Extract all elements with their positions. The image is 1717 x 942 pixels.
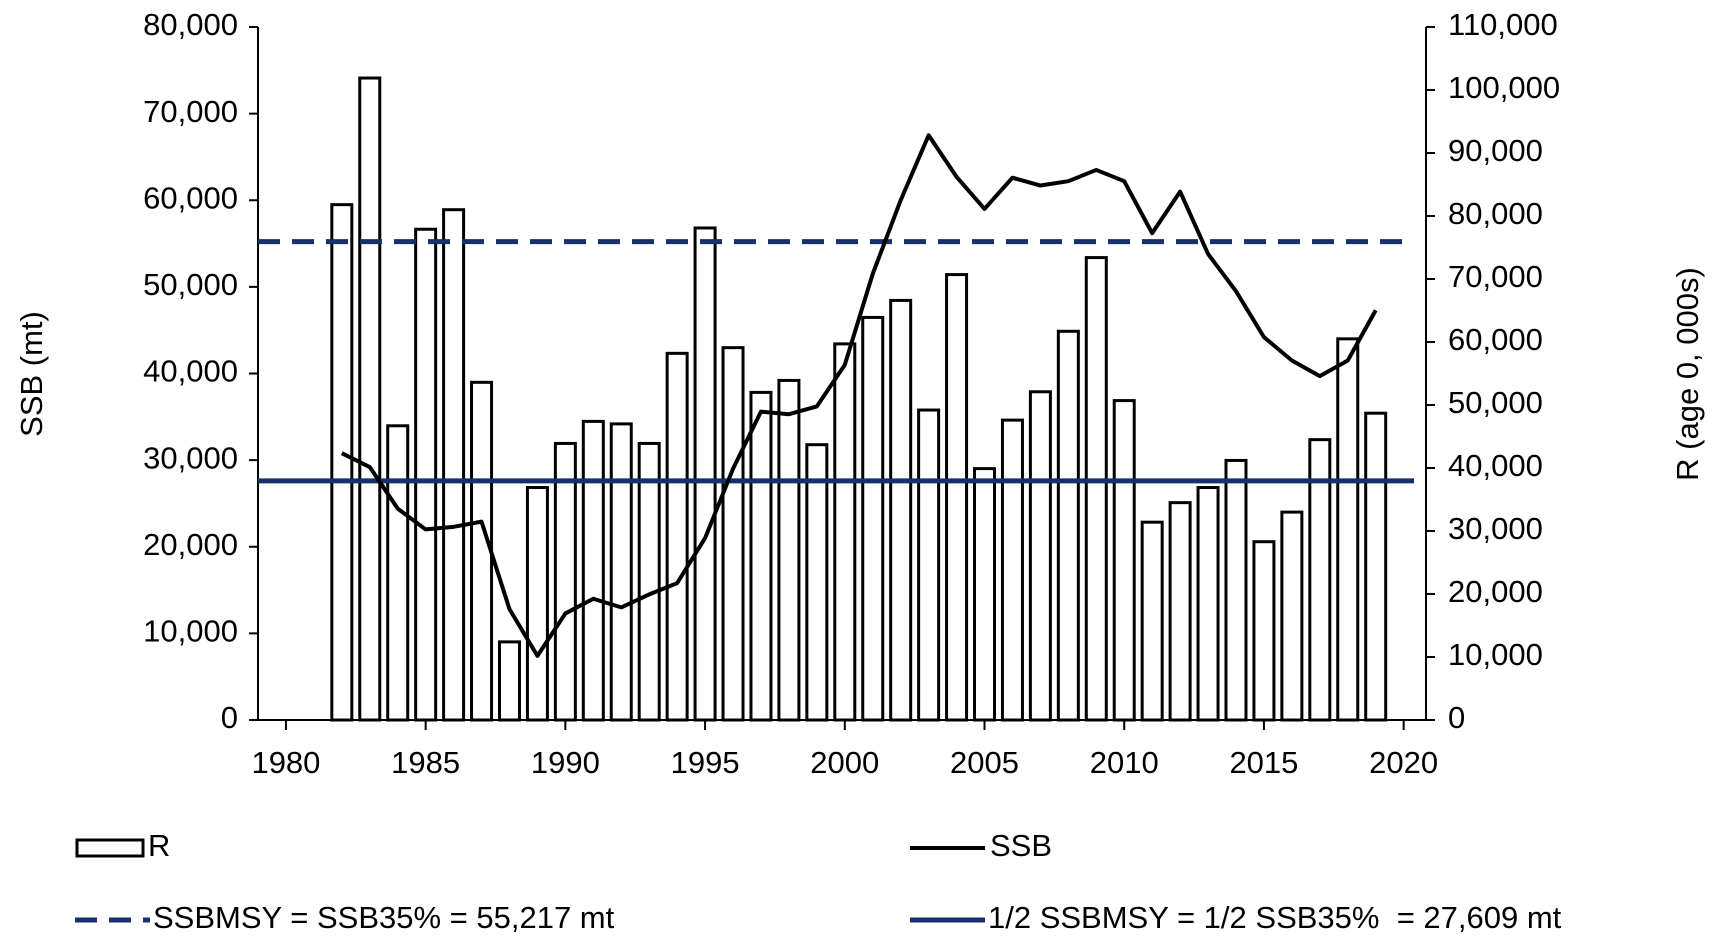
line: [340, 133, 1378, 658]
y-tick-label: 50,000: [143, 267, 238, 302]
y2-tick-label: 10,000: [1448, 637, 1543, 672]
bar: [833, 342, 857, 722]
bar: [805, 443, 829, 722]
y-tick-label: 10,000: [143, 614, 238, 649]
x-tick-label: 1990: [531, 745, 600, 780]
bar: [1308, 438, 1332, 722]
legend-label: SSBMSY = SSB35% = 55,217 mt: [153, 900, 615, 935]
y2-tick-label: 70,000: [1448, 259, 1543, 294]
bar: [1140, 520, 1164, 722]
legend-label: 1/2 SSBMSY = 1/2 SSB35% = 27,609 mt: [988, 900, 1562, 935]
bar: [917, 408, 941, 722]
bar: [1028, 390, 1052, 722]
bar: [414, 227, 438, 722]
bar: [330, 203, 354, 722]
bar: [1056, 329, 1080, 722]
y2-tick-label: 80,000: [1448, 196, 1543, 231]
y2-tick-label: 40,000: [1448, 448, 1543, 483]
y-tick-label: 70,000: [143, 94, 238, 129]
x-tick-label: 2000: [810, 745, 879, 780]
y-axis-title: SSB (mt): [14, 311, 49, 437]
x-tick-label: 2010: [1090, 745, 1159, 780]
x-tick-label: 2020: [1369, 745, 1438, 780]
legend-label: SSB: [990, 828, 1052, 863]
bar: [581, 419, 605, 722]
y2-tick-label: 90,000: [1448, 133, 1543, 168]
bar: [749, 390, 773, 722]
bar: [1280, 510, 1304, 722]
bar: [1112, 399, 1136, 722]
bar: [1000, 418, 1024, 722]
y2-tick-label: 0: [1448, 700, 1465, 735]
bar: [1084, 256, 1108, 722]
bar: [609, 422, 633, 722]
bar: [861, 315, 885, 722]
bar: [889, 298, 913, 722]
y-tick-label: 80,000: [143, 7, 238, 42]
bar: [386, 424, 410, 722]
y-tick-label: 20,000: [143, 527, 238, 562]
bar: [358, 76, 382, 722]
bar: [637, 441, 661, 722]
bar: [553, 441, 577, 722]
bar: [1364, 411, 1388, 722]
y2-tick-label: 60,000: [1448, 322, 1543, 357]
y2-tick-label: 50,000: [1448, 385, 1543, 420]
y-tick-label: 40,000: [143, 354, 238, 389]
y2-tick-label: 100,000: [1448, 70, 1560, 105]
y2-tick-label: 30,000: [1448, 511, 1543, 546]
y2-tick-label: 20,000: [1448, 574, 1543, 609]
bar: [945, 273, 969, 722]
bar: [1252, 540, 1276, 722]
bar: [525, 486, 549, 722]
bar: [721, 346, 745, 722]
bar: [1196, 486, 1220, 722]
y-tick-label: 0: [221, 700, 238, 735]
y-tick-label: 30,000: [143, 440, 238, 475]
y2-axis-title: R (age 0, 000s): [1670, 267, 1705, 481]
legend-label: R: [148, 828, 170, 863]
y-tick-label: 60,000: [143, 180, 238, 215]
bar: [693, 226, 717, 722]
x-tick-label: 2015: [1229, 745, 1298, 780]
y2-tick-label: 110,000: [1448, 7, 1558, 42]
bar: [1168, 501, 1192, 722]
bar: [777, 378, 801, 722]
x-tick-label: 1985: [391, 745, 460, 780]
bar: [973, 467, 997, 722]
bar: [470, 380, 494, 722]
bar: [497, 640, 521, 722]
legend-swatch: [75, 838, 145, 858]
bar: [1224, 458, 1248, 722]
bar: [1336, 337, 1360, 722]
bar: [442, 208, 466, 722]
bar: [665, 351, 689, 722]
x-tick-label: 1995: [671, 745, 740, 780]
x-tick-label: 2005: [950, 745, 1019, 780]
x-tick-label: 1980: [251, 745, 320, 780]
